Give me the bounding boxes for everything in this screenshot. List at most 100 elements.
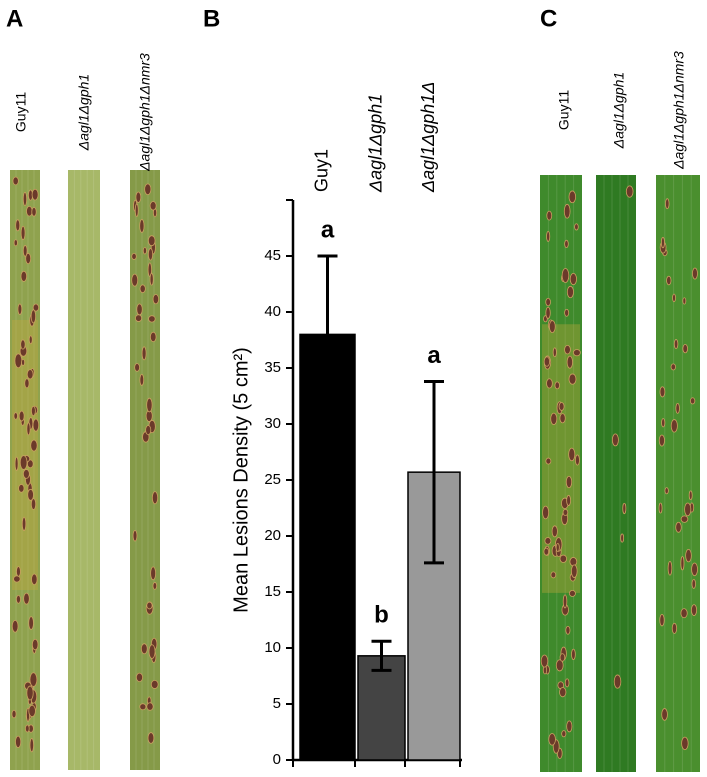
lesion	[25, 252, 32, 265]
lesion	[562, 508, 569, 516]
lesion	[661, 418, 666, 428]
lesion	[543, 356, 551, 367]
lesion	[29, 738, 34, 753]
lesion	[555, 659, 564, 672]
leaf-label: Δagl1Δgph1	[611, 72, 627, 149]
y-tick-label: 0	[273, 751, 281, 768]
lesion	[29, 672, 38, 687]
lesion	[673, 339, 679, 350]
lesion	[24, 378, 30, 389]
error-bar	[424, 379, 444, 565]
lesion	[152, 582, 158, 590]
lesion	[21, 516, 27, 531]
y-tick-label: 15	[264, 583, 281, 600]
lesion	[25, 724, 30, 733]
lesion	[26, 685, 34, 701]
significance-letter: a	[321, 216, 335, 243]
y-tick-label: 25	[264, 471, 281, 488]
significance-letter: a	[427, 342, 441, 369]
lesion	[670, 363, 676, 371]
lesion	[542, 505, 550, 520]
y-tick-label: 20	[264, 527, 281, 544]
lesion	[27, 459, 34, 469]
lesion	[692, 267, 698, 280]
lesion	[664, 487, 669, 495]
lesion	[31, 207, 37, 217]
panel-label: B	[203, 5, 220, 32]
lesion	[148, 644, 156, 659]
lesion	[11, 620, 19, 633]
lesion	[659, 386, 666, 398]
lesion	[555, 542, 560, 553]
lesion	[546, 231, 551, 242]
lesion	[680, 556, 685, 571]
lesion	[613, 674, 622, 689]
lesion	[672, 293, 676, 303]
leaf-label: Guy11	[13, 92, 29, 132]
lesion	[139, 373, 145, 386]
lesion	[540, 654, 549, 668]
lesion	[691, 604, 698, 616]
lesion	[21, 358, 26, 366]
lesion	[17, 303, 23, 315]
lesion	[31, 188, 39, 201]
lesion	[561, 730, 567, 738]
lesion	[545, 457, 552, 465]
lesion	[13, 239, 18, 247]
lesion	[572, 349, 581, 357]
lesion	[31, 638, 39, 651]
lesion	[150, 566, 157, 581]
lesion	[131, 273, 139, 287]
lesion	[136, 303, 143, 316]
lesion	[564, 308, 570, 317]
lesion	[144, 183, 152, 196]
leaf-label: Guy11	[556, 90, 572, 130]
lesion	[665, 198, 670, 210]
lesion	[146, 702, 154, 711]
lesion	[18, 410, 25, 422]
lesion	[551, 525, 558, 538]
lesion	[543, 547, 550, 556]
y-tick-label: 5	[273, 695, 281, 712]
lesion	[15, 735, 22, 748]
lesion	[559, 554, 567, 563]
lesion	[23, 592, 30, 605]
lesion	[675, 521, 682, 533]
lesion	[568, 373, 577, 385]
lesion	[570, 564, 578, 578]
lesion	[141, 346, 147, 361]
lesion	[31, 573, 38, 586]
lesion	[14, 353, 23, 369]
lesion	[546, 210, 553, 221]
lesion	[566, 494, 571, 506]
lesion	[16, 566, 21, 577]
lesion	[566, 285, 574, 299]
lesion	[30, 498, 37, 510]
leaf	[596, 175, 636, 772]
lesion	[658, 434, 665, 447]
lesion	[22, 245, 28, 257]
lesion	[548, 320, 556, 334]
lesion	[564, 678, 570, 688]
lesion	[13, 575, 21, 583]
leaf-label: Δagl1Δgph1	[76, 74, 92, 151]
lesion	[680, 608, 688, 619]
leaf-label: Δagl1Δgph1Δnmr3	[671, 51, 687, 170]
lesion	[561, 268, 570, 283]
lesion	[134, 203, 139, 218]
y-axis-label: Mean Lesions Density (5 cm²)	[230, 347, 252, 613]
lesion	[149, 201, 157, 211]
lesion	[550, 412, 558, 425]
lesion	[20, 270, 28, 282]
lesion	[15, 219, 21, 232]
lesion	[685, 549, 692, 563]
lesion	[675, 402, 680, 414]
lesion	[142, 246, 147, 255]
lesion	[147, 732, 155, 744]
y-tick-label: 40	[264, 303, 281, 320]
y-tick-label: 10	[264, 639, 281, 656]
lesion	[140, 643, 148, 655]
lesion	[688, 490, 693, 501]
lesion	[30, 439, 38, 452]
lesion	[152, 294, 160, 305]
